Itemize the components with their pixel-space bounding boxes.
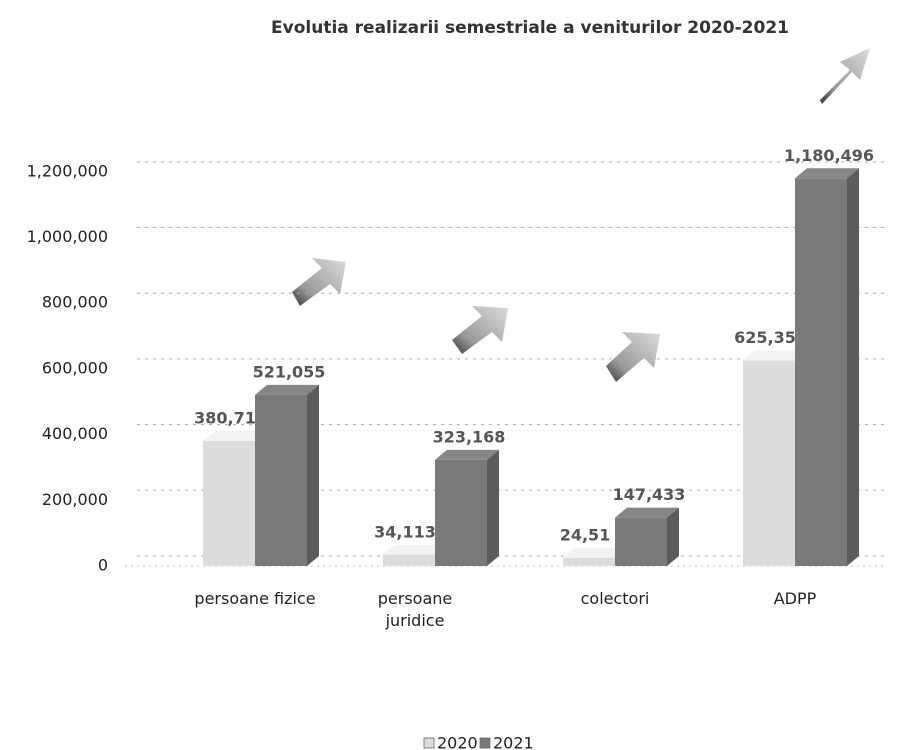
bar-face [667, 507, 679, 566]
bar-face [203, 440, 255, 566]
arrow [820, 48, 870, 104]
data-label: 625,35 [734, 328, 796, 347]
data-label: 323,168 [433, 427, 506, 446]
bar-face [487, 449, 499, 566]
arrow [292, 258, 346, 306]
bar-face [203, 430, 267, 441]
bar-face [795, 178, 847, 566]
bar-face [563, 547, 627, 558]
y-tick-label: 800,000 [42, 293, 108, 312]
bar-face [615, 507, 679, 518]
legend-swatch [423, 737, 435, 749]
data-label: 34,113 [374, 522, 436, 541]
x-tick-label: ADPP [773, 589, 817, 608]
x-tick-label: persoane fizice [194, 589, 316, 608]
bar-face [255, 384, 319, 395]
bar-face [383, 544, 447, 555]
y-tick-label: 400,000 [42, 424, 108, 443]
data-label: 380,71 [194, 408, 256, 427]
arrows [292, 48, 870, 382]
bar-face [795, 168, 859, 179]
y-tick-label: 0 [98, 556, 108, 575]
bar-face [563, 557, 615, 566]
x-tick-label: persoane juridice [377, 589, 453, 630]
data-label: 521,055 [253, 362, 326, 381]
bar-face [743, 360, 795, 566]
legend-swatch [479, 737, 491, 749]
y-tick-label: 1,000,000 [27, 227, 108, 246]
data-label: 24,51 [560, 525, 611, 544]
bar-face [255, 394, 307, 566]
arrow [452, 306, 508, 354]
y-tick-label: 600,000 [42, 358, 108, 377]
bar-face [307, 384, 319, 566]
bar [255, 384, 319, 566]
chart-title: Evolutia realizarii semestriale a venitu… [271, 18, 789, 38]
bar-face [847, 168, 859, 566]
bar-face [383, 554, 435, 566]
data-label: 1,180,496 [784, 146, 874, 165]
y-tick-label: 200,000 [42, 490, 108, 509]
bar-face [435, 449, 499, 460]
x-tick-label: colectori [580, 589, 650, 608]
y-tick-label: 1,200,000 [27, 161, 108, 180]
bar [795, 168, 859, 566]
data-label: 147,433 [613, 485, 686, 504]
bar [435, 449, 499, 566]
arrow [606, 332, 660, 382]
bar [563, 547, 627, 566]
bar-face [435, 459, 487, 566]
legend-label: 2020 [437, 734, 478, 750]
bar [615, 507, 679, 566]
bar-face [615, 517, 667, 566]
bar-face [743, 350, 807, 361]
legend-label: 2021 [493, 734, 534, 750]
